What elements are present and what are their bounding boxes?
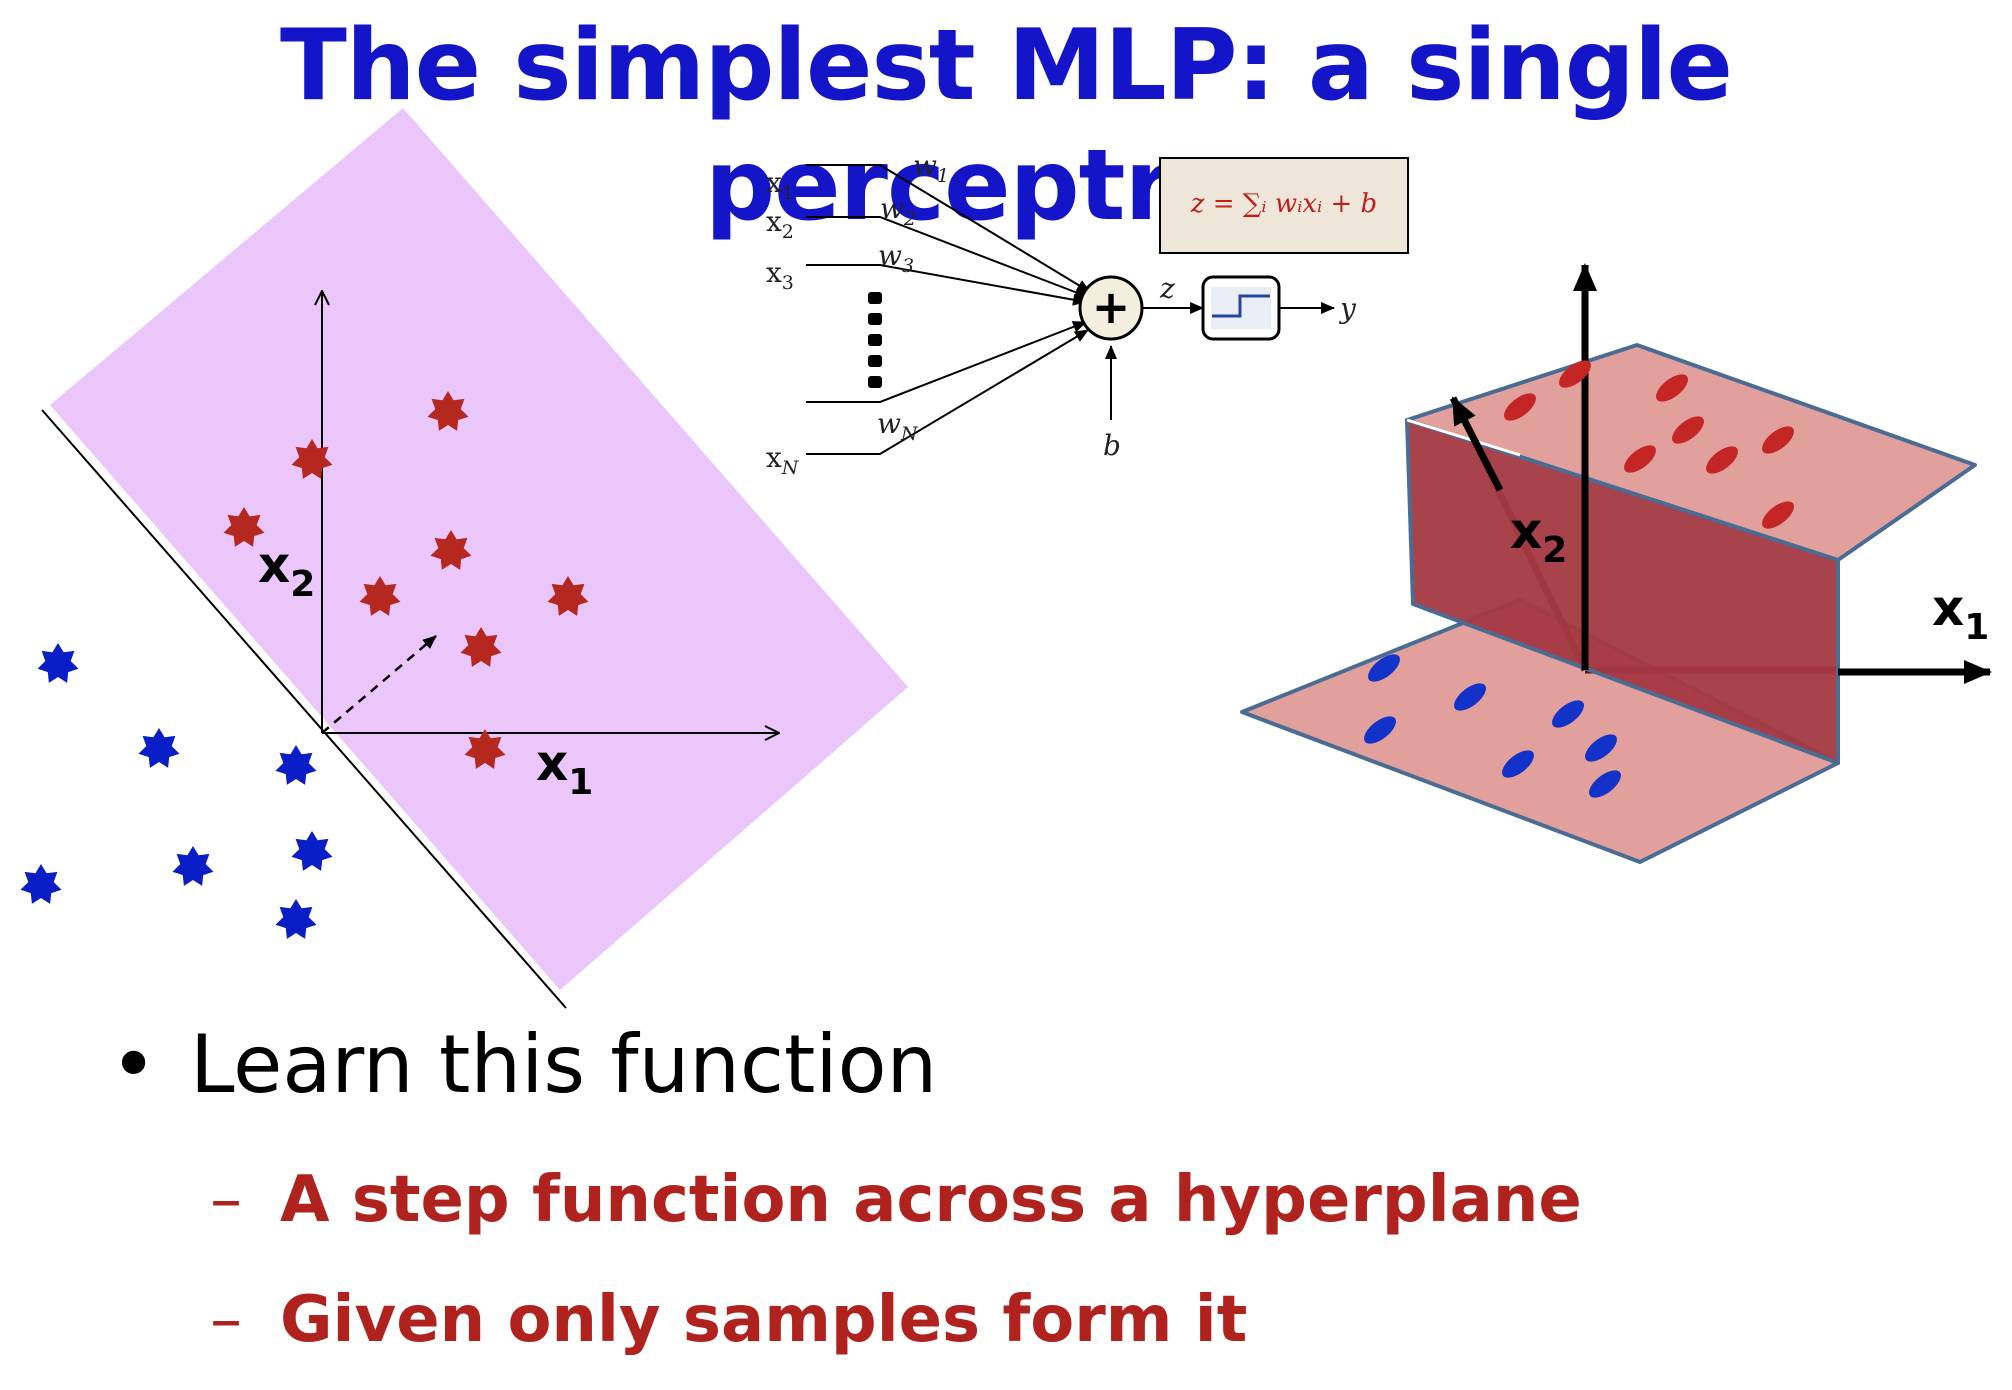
lower-plane-samples <box>1364 654 1621 798</box>
positive-sample-star <box>427 391 469 431</box>
positive-sample-star <box>464 729 506 769</box>
lower-sample-ellipse <box>1502 750 1534 778</box>
formula-box <box>1159 157 1409 254</box>
input-label: x2 <box>766 205 794 243</box>
input-line-2 <box>806 216 1089 298</box>
positive-region <box>50 108 908 990</box>
plot-3d: x2 x1 <box>1240 263 1992 864</box>
lower-sample-ellipse <box>1552 700 1584 728</box>
y-label: y <box>1338 292 1357 325</box>
bias-label: b <box>1103 429 1121 462</box>
negative-sample-star <box>37 643 79 683</box>
upper-plane-samples <box>1504 360 1794 529</box>
sub-bullet-dash: – <box>210 1163 242 1237</box>
perceptron-diagram <box>806 164 1335 455</box>
input-label: x3 <box>766 256 794 294</box>
positive-sample-star <box>359 576 401 616</box>
plot-2d: x1 x2 <box>20 108 908 1009</box>
step-function-icon <box>1212 294 1270 318</box>
lower-sample-ellipse <box>1589 770 1621 798</box>
positive-sample-star <box>547 576 589 616</box>
positive-sample-star <box>460 627 502 667</box>
weight-label: w1 <box>913 149 949 187</box>
upper-sample-ellipse <box>1762 501 1794 529</box>
decision-boundary <box>41 409 567 1009</box>
bullet-main: • Learn this function <box>110 1010 937 1120</box>
lower-sample-ellipse <box>1454 683 1486 711</box>
positive-sample-star <box>430 530 472 570</box>
upper-sample-ellipse <box>1762 426 1794 454</box>
input-line-1 <box>806 164 1091 293</box>
sub-bullet-2: – Given only samples form it <box>210 1270 1247 1370</box>
lower-sample-ellipse <box>1585 734 1617 762</box>
upper-sample-ellipse <box>1504 393 1536 421</box>
input-label: x1 <box>766 166 794 204</box>
input-line-4 <box>806 321 1087 403</box>
lower-sample-ellipse <box>1364 716 1396 744</box>
x2-axis-label: x2 <box>258 536 315 605</box>
weight-label: w2 <box>880 192 916 230</box>
input-line-3 <box>806 264 1087 306</box>
negative-sample-star <box>172 846 214 886</box>
upper-sample-ellipse <box>1624 445 1656 473</box>
negative-sample-star <box>275 899 317 939</box>
positive-sample-star <box>291 439 333 479</box>
positive-samples <box>223 391 589 769</box>
sub-bullet-1: – A step function across a hyperplane <box>210 1150 1582 1250</box>
bullet-main-text: Learn this function <box>190 1018 938 1111</box>
normal-vector <box>321 635 437 734</box>
x2-axis-label-3d: x2 <box>1510 502 1567 571</box>
sub-bullet-1-text: A step function across a hyperplane <box>280 1163 1582 1237</box>
negative-sample-star <box>138 728 180 768</box>
sub-bullet-dash: – <box>210 1283 242 1357</box>
z-label: z <box>1159 272 1175 305</box>
input-line-5 <box>806 329 1089 455</box>
lower-sample-ellipse <box>1368 654 1400 682</box>
upper-sample-ellipse <box>1706 446 1738 474</box>
negative-sample-star <box>20 864 62 904</box>
weight-label: w3 <box>878 239 914 277</box>
x2-axis-3d <box>1449 396 1504 492</box>
upper-plane <box>1405 343 1977 562</box>
negative-sample-star <box>291 831 333 871</box>
upper-sample-ellipse <box>1656 374 1688 402</box>
x1-axis-label: x1 <box>536 734 593 803</box>
wall-top-edge <box>1406 418 1521 457</box>
sub-bullet-2-text: Given only samples form it <box>280 1283 1248 1357</box>
input-label: xN <box>766 441 800 479</box>
input-ellipsis <box>868 292 882 388</box>
negative-samples <box>20 643 333 939</box>
positive-sample-star <box>223 507 265 547</box>
x1-axis-label-3d: x1 <box>1932 579 1989 648</box>
upper-sample-ellipse <box>1559 360 1591 388</box>
bullet-dot: • <box>110 1018 158 1111</box>
sum-symbol: + <box>1092 280 1131 334</box>
upper-sample-ellipse <box>1672 416 1704 444</box>
sum-formula: z = ∑ᵢ wᵢxᵢ + b <box>1190 189 1377 219</box>
negative-sample-star <box>275 745 317 785</box>
input-labels: x1 w1 x2 w2 x3 w3 xN wN <box>766 149 949 479</box>
weight-label: wN <box>877 407 919 445</box>
